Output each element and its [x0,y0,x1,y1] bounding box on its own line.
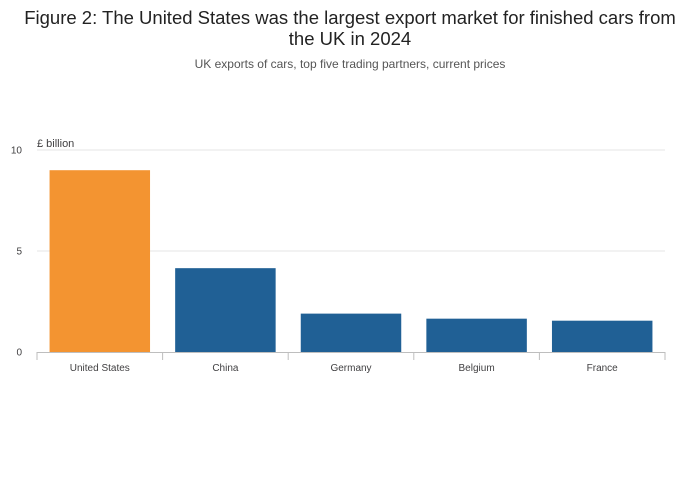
chart-title: Figure 2: The United States was the larg… [24,7,676,49]
bar-belgium [426,318,527,352]
y-axis-unit-label: £ billion [37,138,74,150]
x-tick-label: United States [70,363,130,374]
y-axis-ticks: 0 5 10 [11,146,23,359]
bar-france [551,320,653,352]
x-tick-label: Belgium [459,363,495,374]
y-tick-label: 10 [11,146,23,157]
bar-china [175,268,276,352]
x-axis [36,352,666,360]
bar-germany [300,313,402,352]
x-tick-label: Germany [330,363,371,374]
x-axis-labels: United States China Germany Belgium France [70,363,618,374]
x-tick-label: France [587,363,619,374]
chart-subtitle: UK exports of cars, top five trading par… [194,57,506,71]
y-tick-label: 5 [16,247,22,258]
x-tick-label: China [212,363,239,374]
y-tick-label: 0 [16,348,22,359]
bars [49,170,653,352]
bar-united-states [49,170,151,352]
